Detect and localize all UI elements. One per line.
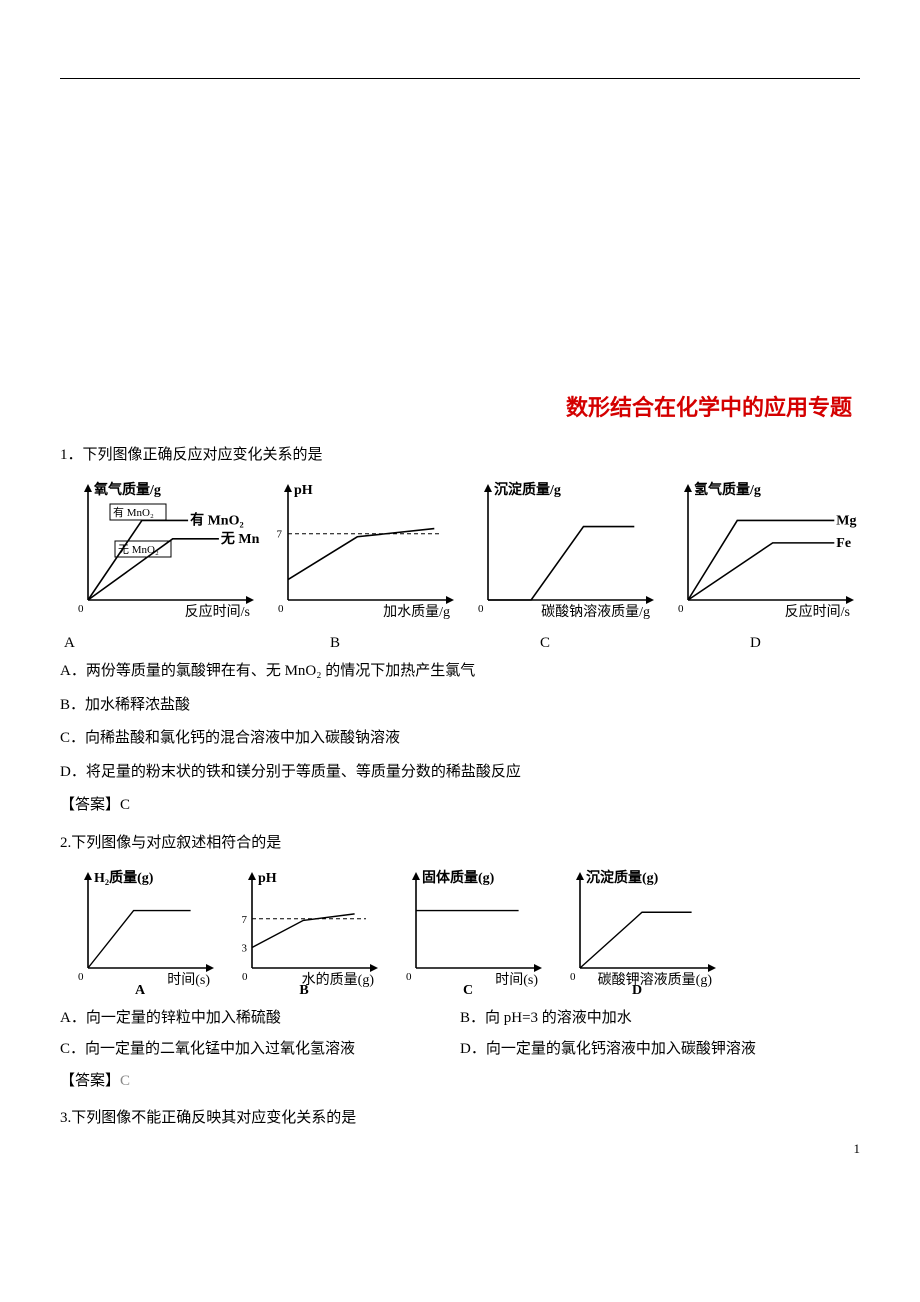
- q2-chart-row: 0 H₂质量(g) 时间(s) A 0 pH 水的质量(g) 3 7 B 0 固体质量(g) 时间(…: [60, 866, 860, 1001]
- q1-label-D: D: [660, 635, 860, 652]
- q2-option-A: A．向一定量的锌粒中加入稀硫酸: [60, 1003, 460, 1035]
- svg-text:无 MnO₂: 无 MnO₂: [220, 531, 260, 547]
- q1-chart-row: 0 氧气质量/g 反应时间/s 有 MnO₂ 无 MnO₂ 有 MnO₂ 无 MnO₂ 0 p…: [60, 478, 860, 633]
- svg-text:时间(s): 时间(s): [495, 972, 538, 988]
- svg-text:0: 0: [406, 971, 412, 983]
- q1-option-A: A．两份等质量的氯酸钾在有、无 MnO₂ 的情况下加热产生氯气: [60, 656, 860, 688]
- svg-text:固体质量(g): 固体质量(g): [422, 869, 495, 886]
- svg-text:H₂质量(g): H₂质量(g): [94, 869, 154, 886]
- q1-label-C: C: [460, 635, 660, 652]
- svg-text:0: 0: [478, 603, 484, 615]
- svg-text:D: D: [632, 983, 642, 996]
- svg-text:Mg: Mg: [836, 513, 856, 528]
- svg-text:pH: pH: [258, 871, 277, 886]
- svg-text:3: 3: [242, 942, 248, 954]
- svg-text:0: 0: [78, 971, 84, 983]
- q1-answer: 【答案】C: [60, 790, 860, 822]
- q2-option-C: C．向一定量的二氧化锰中加入过氧化氢溶液: [60, 1034, 460, 1066]
- answer-value: C: [120, 797, 130, 813]
- q1-option-D: D．将足量的粉末状的铁和镁分别于等质量、等质量分数的稀盐酸反应: [60, 757, 860, 789]
- svg-text:C: C: [463, 983, 473, 996]
- svg-text:加水质量/g: 加水质量/g: [383, 604, 450, 620]
- svg-text:0: 0: [570, 971, 576, 983]
- svg-text:反应时间/s: 反应时间/s: [185, 603, 250, 620]
- top-border: [60, 78, 860, 79]
- svg-text:0: 0: [278, 603, 284, 615]
- svg-text:氢气质量/g: 氢气质量/g: [694, 481, 761, 498]
- page-number: 1: [854, 1141, 861, 1157]
- svg-text:0: 0: [78, 603, 84, 615]
- q1-chart-A: 0 氧气质量/g 反应时间/s 有 MnO₂ 无 MnO₂ 有 MnO₂ 无 MnO₂: [60, 478, 260, 633]
- svg-text:有 MnO₂: 有 MnO₂: [113, 505, 154, 519]
- answer-value: C: [120, 1073, 130, 1089]
- q2-option-D: D．向一定量的氯化钙溶液中加入碳酸钾溶液: [460, 1034, 860, 1066]
- q2-stem: 2.下列图像与对应叙述相符合的是: [60, 828, 860, 858]
- svg-text:时间(s): 时间(s): [167, 972, 210, 988]
- document-title: 数形结合在化学中的应用专题: [60, 390, 860, 422]
- svg-text:Fe: Fe: [836, 536, 851, 551]
- svg-text:水的质量(g): 水的质量(g): [302, 972, 375, 988]
- svg-text:碳酸钠溶液质量/g: 碳酸钠溶液质量/g: [541, 604, 650, 620]
- svg-text:0: 0: [678, 603, 684, 615]
- q2-chart-B: 0 pH 水的质量(g) 3 7 B: [224, 866, 384, 1001]
- svg-text:A: A: [135, 983, 146, 996]
- page: 数形结合在化学中的应用专题 1．下列图像正确反应对应变化关系的是 0 氧气质量/g…: [0, 0, 920, 1179]
- q1-option-C: C．向稀盐酸和氯化钙的混合溶液中加入碳酸钠溶液: [60, 723, 860, 755]
- svg-text:碳酸钾溶液质量(g): 碳酸钾溶液质量(g): [598, 972, 713, 988]
- svg-text:沉淀质量(g): 沉淀质量(g): [586, 869, 659, 886]
- q1-label-B: B: [260, 635, 460, 652]
- svg-text:沉淀质量/g: 沉淀质量/g: [494, 481, 561, 498]
- svg-text:7: 7: [277, 529, 283, 541]
- q3-stem: 3.下列图像不能正确反映其对应变化关系的是: [60, 1103, 860, 1133]
- q1-stem: 1．下列图像正确反应对应变化关系的是: [60, 440, 860, 470]
- q2-option-B: B．向 pH=3 的溶液中加水: [460, 1003, 860, 1035]
- svg-text:7: 7: [242, 913, 248, 925]
- svg-text:0: 0: [242, 971, 248, 983]
- q2-chart-D: 0 沉淀质量(g) 碳酸钾溶液质量(g)D: [552, 866, 722, 1001]
- svg-text:反应时间/s: 反应时间/s: [785, 603, 850, 620]
- answer-label: 【答案】: [60, 797, 120, 813]
- q2-chart-C: 0 固体质量(g) 时间(s) C: [388, 866, 548, 1001]
- q1-chart-D: 0 氢气质量/g 反应时间/s Mg Fe: [660, 478, 860, 633]
- svg-text:B: B: [299, 983, 308, 996]
- svg-text:氧气质量/g: 氧气质量/g: [93, 481, 161, 498]
- q2-options-CD: C．向一定量的二氧化锰中加入过氧化氢溶液 D．向一定量的氯化钙溶液中加入碳酸钾溶…: [60, 1034, 860, 1066]
- svg-text:有 MnO₂: 有 MnO₂: [190, 511, 244, 528]
- q2-chart-A: 0 H₂质量(g) 时间(s) A: [60, 866, 220, 1001]
- q2-options-AB: A．向一定量的锌粒中加入稀硫酸 B．向 pH=3 的溶液中加水: [60, 1003, 860, 1035]
- q1-option-B: B．加水稀释浓盐酸: [60, 690, 860, 722]
- q1-chart-labels: A B C D: [60, 635, 860, 652]
- answer-label: 【答案】: [60, 1073, 120, 1089]
- q1-chart-C: 0 沉淀质量/g 碳酸钠溶液质量/g: [460, 478, 660, 633]
- q2-answer: 【答案】C: [60, 1066, 860, 1098]
- svg-text:pH: pH: [294, 483, 313, 498]
- svg-text:无 MnO₂: 无 MnO₂: [118, 544, 159, 556]
- q1-label-A: A: [60, 635, 260, 652]
- q1-chart-B: 0 pH 加水质量/g 7: [260, 478, 460, 633]
